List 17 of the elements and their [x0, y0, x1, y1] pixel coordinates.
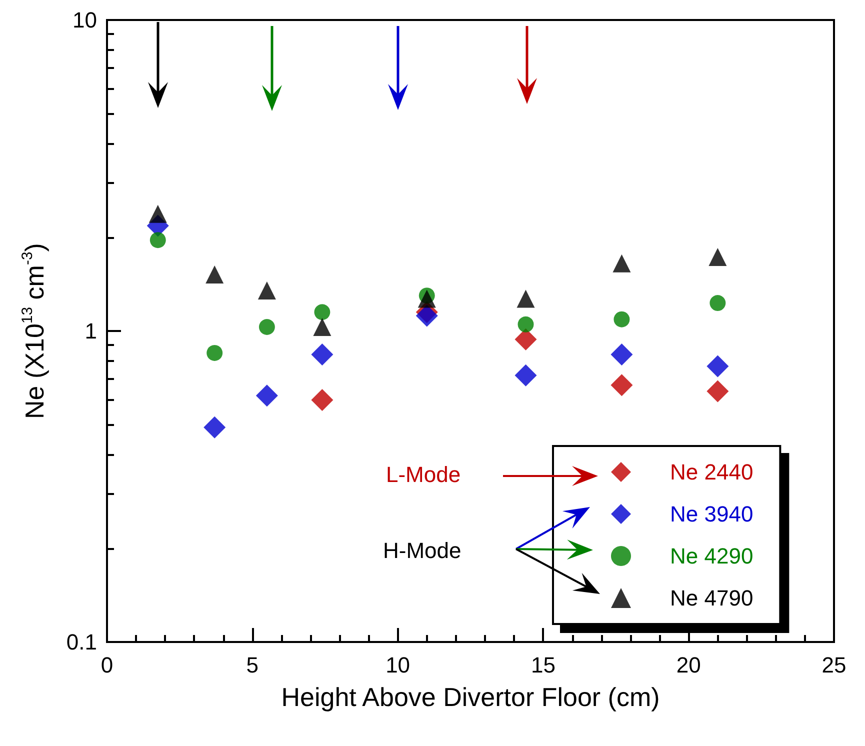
legend-label: Ne 4290 [670, 544, 754, 568]
x-tick-label: 20 [676, 652, 701, 678]
x-tick-label: 10 [386, 652, 410, 678]
annotation: L-Mode [386, 462, 461, 488]
annotation: H-Mode [383, 538, 462, 564]
x-tick-label: 15 [530, 652, 556, 678]
y-tick-label: 1 [84, 318, 97, 344]
x-axis-title: Height Above Divertor Floor (cm) [281, 682, 660, 712]
y-axis-title: Ne (X1013 cm-3) [19, 243, 50, 419]
x-tick-label: 5 [246, 652, 259, 678]
y-tick-label: 10 [72, 8, 97, 32]
y-tick-label: 0.1 [66, 630, 97, 654]
x-tick-label: 25 [822, 652, 846, 678]
legend-label: Ne 2440 [670, 460, 754, 484]
legend-label: Ne 3940 [670, 502, 754, 526]
legend-label: Ne 4790 [670, 586, 754, 610]
x-tick-label: 0 [100, 652, 114, 678]
